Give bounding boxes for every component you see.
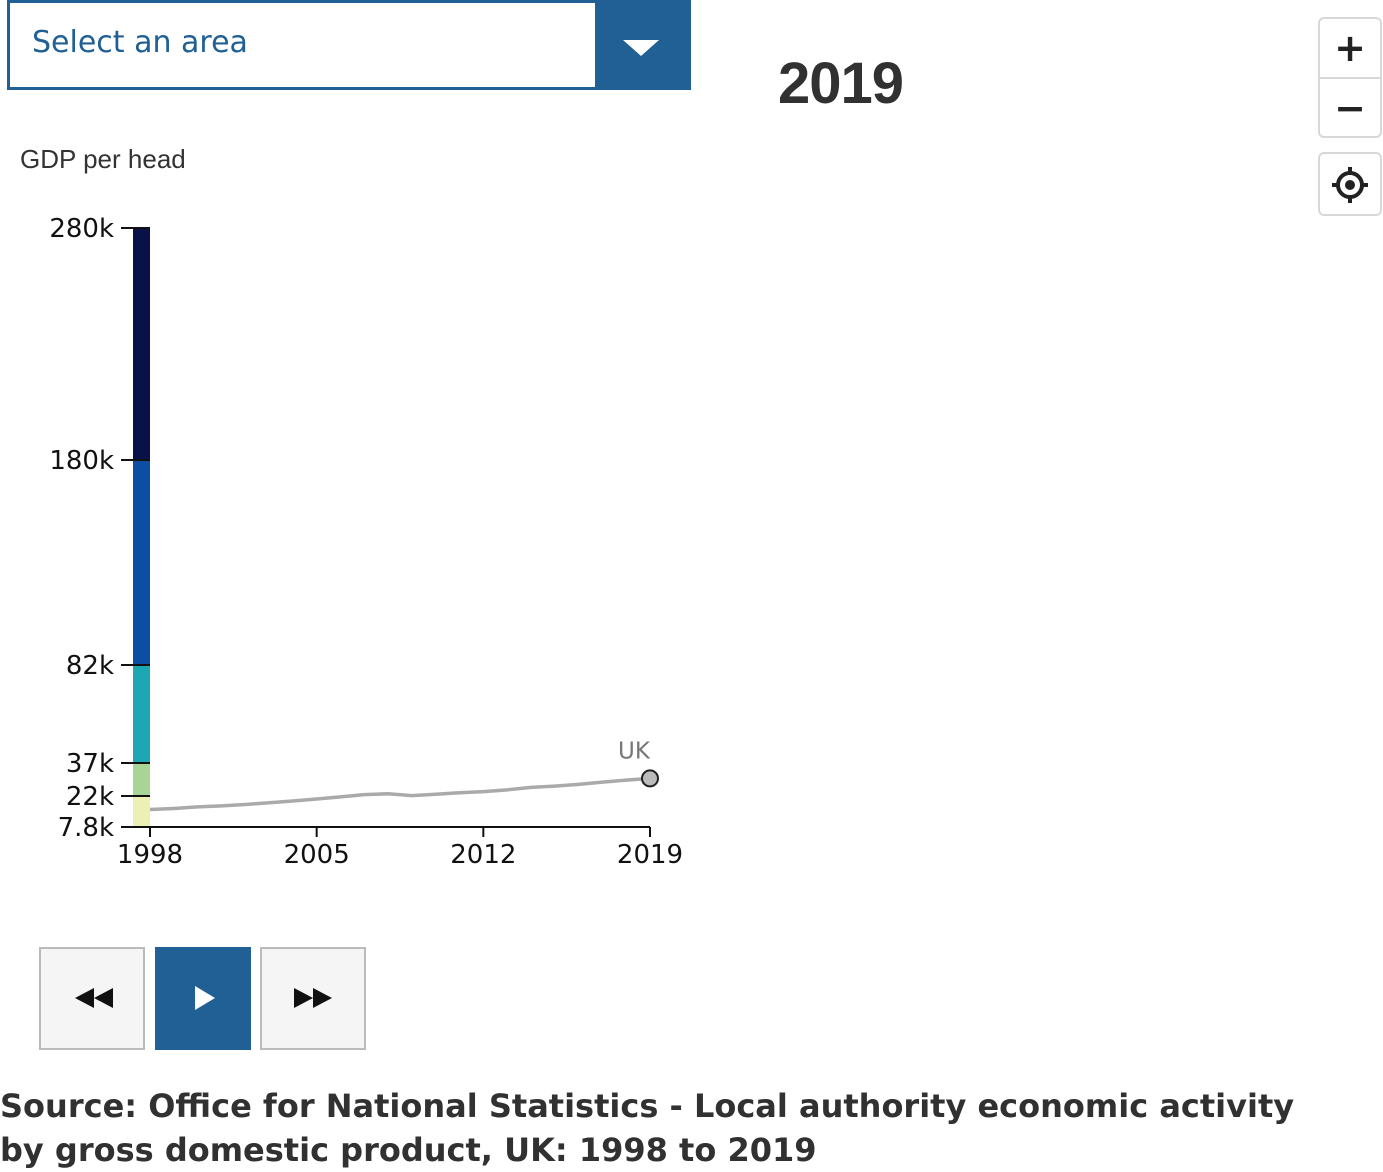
- zoom-in-button[interactable]: +: [1320, 19, 1380, 79]
- legend-band-2: [133, 665, 150, 763]
- chevron-down-icon: [623, 40, 659, 56]
- fast-forward-icon: [294, 988, 332, 1008]
- x-tick-label-2: 2012: [450, 840, 516, 870]
- y-tick-label-0: 7.8k: [58, 813, 114, 843]
- legend-band-0: [133, 796, 150, 827]
- play-icon: [195, 986, 215, 1010]
- locate-button[interactable]: [1318, 152, 1382, 216]
- series-line-uk: [149, 776, 651, 812]
- zoom-control: + −: [1318, 17, 1382, 138]
- gdp-chart: GDP per head 7.8k 22k 37k 82k 180k 280k 1998 20…: [0, 130, 700, 890]
- play-button[interactable]: [155, 947, 251, 1050]
- series-point-uk: [641, 769, 659, 788]
- zoom-out-button[interactable]: −: [1334, 86, 1366, 130]
- y-tick-label-5: 280k: [49, 214, 114, 244]
- y-tick-label-4: 180k: [49, 446, 114, 476]
- x-tick-label-1: 2005: [284, 840, 350, 870]
- source-note: Source: Office for National Statistics -…: [0, 1087, 1295, 1169]
- rewind-icon: [75, 988, 113, 1008]
- x-tick-label-3: 2019: [617, 840, 683, 870]
- legend-band-4: [133, 228, 150, 460]
- y-tick-label-3: 82k: [66, 651, 114, 681]
- area-select-toggle[interactable]: [595, 0, 688, 90]
- forward-button[interactable]: [260, 947, 366, 1050]
- crosshair-icon: [1332, 167, 1368, 203]
- series-label-uk: UK: [618, 738, 651, 764]
- x-tick-label-0: 1998: [117, 840, 183, 870]
- y-tick-label-1: 22k: [66, 782, 114, 812]
- legend-band-3: [133, 460, 150, 665]
- y-tick-label-2: 37k: [66, 749, 114, 779]
- legend-band-1: [133, 763, 150, 796]
- back-button[interactable]: [39, 947, 145, 1050]
- y-axis-label: GDP per head: [20, 144, 186, 174]
- area-select[interactable]: Select an area: [7, 0, 691, 90]
- current-year: 2019: [778, 51, 904, 116]
- area-select-placeholder: Select an area: [32, 25, 248, 60]
